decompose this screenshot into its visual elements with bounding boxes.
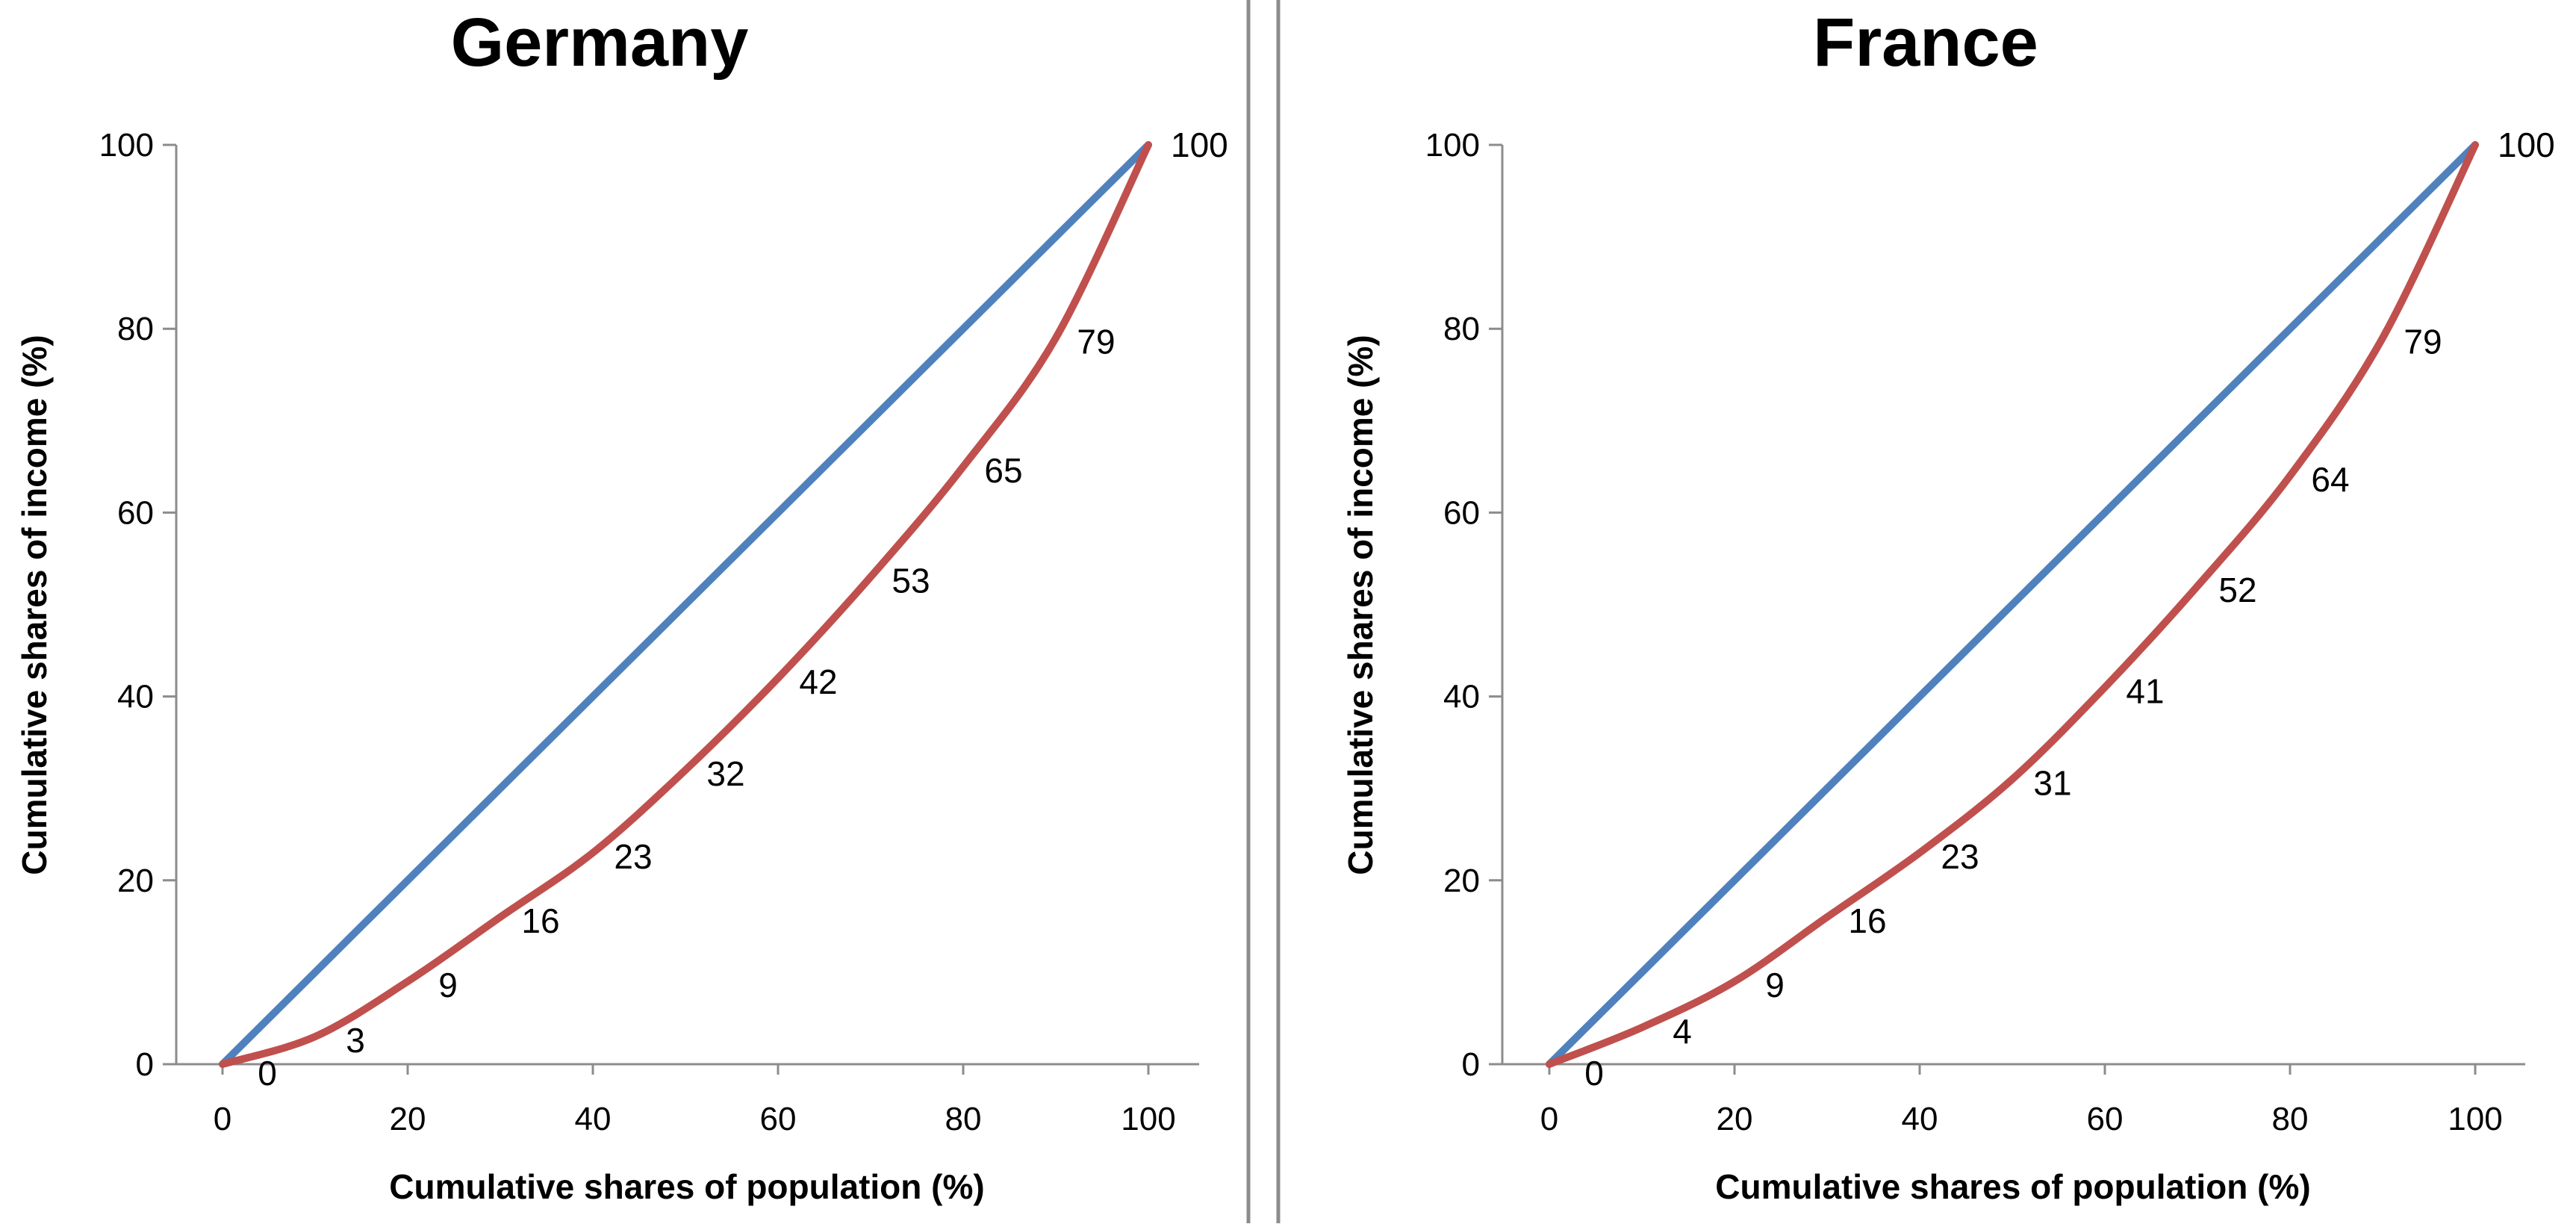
data-label: 16 — [521, 901, 559, 940]
x-tick-label: 60 — [2087, 1101, 2124, 1137]
data-label: 3 — [346, 1021, 365, 1060]
lorenz-curve — [219, 141, 1152, 1068]
x-tick-label: 20 — [390, 1101, 426, 1137]
chart-france: France 0 20 40 60 80 100 0 20 40 60 80 100 0 4 9 16 23 3… — [1341, 4, 2555, 1206]
x-tick-label: 40 — [1902, 1101, 1938, 1137]
axes: 0 20 40 60 80 100 0 20 40 60 80 100 — [99, 127, 1199, 1137]
x-tick-label: 40 — [575, 1101, 612, 1137]
x-tick-label: 60 — [760, 1101, 797, 1137]
x-tick-label: 100 — [2448, 1101, 2502, 1137]
y-tick-label: 20 — [117, 863, 154, 899]
data-label: 23 — [1941, 837, 1979, 876]
y-tick-label: 100 — [99, 127, 154, 164]
data-label: 16 — [1848, 901, 1886, 940]
x-tick-label: 80 — [945, 1101, 982, 1137]
data-label: 9 — [1765, 966, 1785, 1004]
data-label: 41 — [2126, 671, 2164, 710]
equality-line — [219, 141, 1152, 1068]
plot-area: 0 3 9 16 23 32 42 53 65 79 100 — [219, 125, 1228, 1093]
data-label: 100 — [2498, 125, 2555, 164]
y-tick-label: 0 — [136, 1046, 154, 1083]
chart-title: France — [1813, 4, 2038, 81]
chart-title: Germany — [451, 4, 749, 81]
y-tick-label: 20 — [1443, 863, 1480, 899]
x-tick-label: 80 — [2272, 1101, 2309, 1137]
data-label: 52 — [2218, 571, 2256, 609]
data-label: 53 — [892, 562, 930, 600]
x-axis-label: Cumulative shares of population (%) — [389, 1167, 984, 1206]
x-tick-label: 100 — [1121, 1101, 1175, 1137]
y-tick-label: 80 — [1443, 311, 1480, 347]
data-label: 23 — [614, 837, 652, 876]
x-axis-label: Cumulative shares of population (%) — [1715, 1167, 2310, 1206]
data-label: 42 — [799, 662, 837, 701]
data-label: 65 — [984, 451, 1022, 490]
x-tick-label: 0 — [214, 1101, 231, 1137]
y-tick-label: 0 — [1462, 1046, 1480, 1083]
data-label: 79 — [2404, 323, 2442, 361]
data-label: 0 — [1584, 1054, 1604, 1093]
data-label: 9 — [438, 966, 458, 1004]
data-label: 32 — [706, 754, 744, 793]
y-axis-label: Cumulative shares of income (%) — [15, 335, 54, 875]
y-tick-label: 80 — [117, 311, 154, 347]
data-label: 79 — [1077, 323, 1115, 361]
lorenz-curve — [1546, 141, 2479, 1068]
data-label: 64 — [2311, 460, 2349, 499]
chart-germany: Germany 0 20 40 60 80 100 0 20 40 60 80 100 0 3 9 16 23… — [15, 4, 1228, 1206]
y-tick-label: 40 — [117, 679, 154, 715]
y-tick-label: 40 — [1443, 679, 1480, 715]
plot-area: 0 4 9 16 23 31 41 52 64 79 100 — [1546, 125, 2555, 1093]
data-label: 100 — [1171, 125, 1228, 164]
x-tick-label: 0 — [1540, 1101, 1558, 1137]
y-axis-label: Cumulative shares of income (%) — [1341, 335, 1380, 875]
data-label: 31 — [2033, 763, 2071, 802]
x-tick-label: 20 — [1717, 1101, 1753, 1137]
data-label: 0 — [258, 1054, 277, 1093]
y-tick-label: 100 — [1425, 127, 1480, 164]
equality-line — [1546, 141, 2479, 1068]
y-tick-label: 60 — [1443, 494, 1480, 531]
data-label: 4 — [1673, 1012, 1692, 1051]
y-tick-label: 60 — [117, 494, 154, 531]
